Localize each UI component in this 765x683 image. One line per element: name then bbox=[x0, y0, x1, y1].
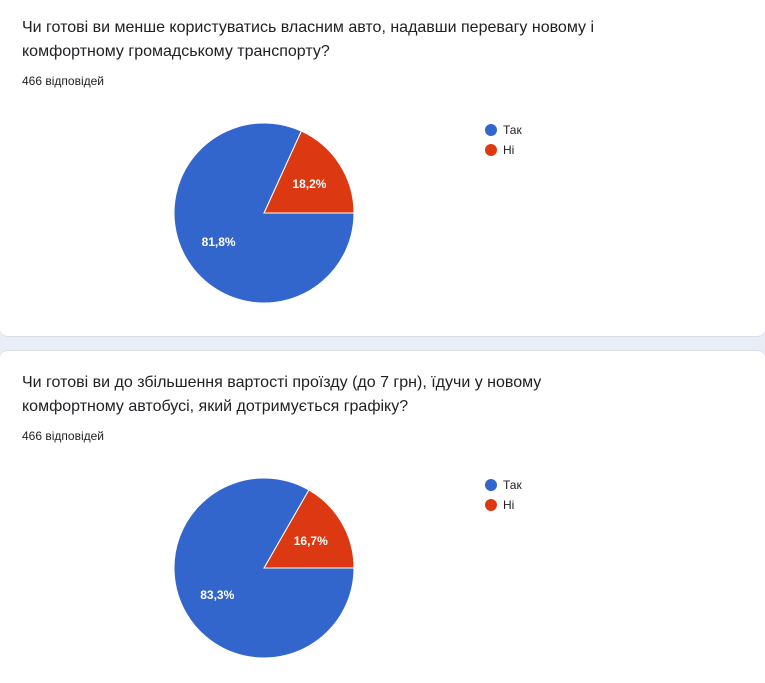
slice-percent-label: 83,3% bbox=[200, 588, 234, 602]
legend-item[interactable]: Так bbox=[485, 120, 522, 140]
slice-percent-label: 18,2% bbox=[292, 177, 326, 191]
response-count: 466 відповідей bbox=[22, 74, 104, 88]
legend-label: Так bbox=[503, 123, 522, 137]
response-count: 466 відповідей bbox=[22, 429, 104, 443]
legend-swatch-no bbox=[485, 499, 497, 511]
legend-swatch-yes bbox=[485, 479, 497, 491]
pie-chart[interactable]: 16,7% 83,3% bbox=[164, 468, 364, 668]
slice-percent-label: 81,8% bbox=[202, 235, 236, 249]
pie-slice-no[interactable] bbox=[263, 489, 355, 569]
slice-percent-label: 16,7% bbox=[294, 534, 328, 548]
legend-item[interactable]: Так bbox=[485, 475, 522, 495]
pie-slice-yes[interactable] bbox=[173, 122, 355, 304]
question-title: Чи готові ви менше користуватись власним… bbox=[22, 19, 595, 60]
legend-label: Так bbox=[503, 478, 522, 492]
pie-slice-yes[interactable] bbox=[173, 477, 355, 659]
chart-card-2: Чи готові ви до збільшення вартості прої… bbox=[0, 350, 765, 683]
chart-legend: Так Ні bbox=[485, 120, 522, 160]
pie-chart[interactable]: 18,2% 81,8% bbox=[164, 113, 364, 313]
legend-item[interactable]: Ні bbox=[485, 140, 522, 160]
legend-label: Ні bbox=[503, 143, 515, 157]
legend-swatch-no bbox=[485, 144, 497, 156]
chart-card-1: Чи готові ви менше користуватись власним… bbox=[0, 0, 765, 337]
legend-swatch-yes bbox=[485, 124, 497, 136]
legend-item[interactable]: Ні bbox=[485, 495, 522, 515]
pie-slice-no[interactable] bbox=[263, 130, 355, 214]
chart-legend: Так Ні bbox=[485, 475, 522, 515]
question-title: Чи готові ви до збільшення вартості прої… bbox=[22, 374, 542, 415]
legend-label: Ні bbox=[503, 498, 515, 512]
